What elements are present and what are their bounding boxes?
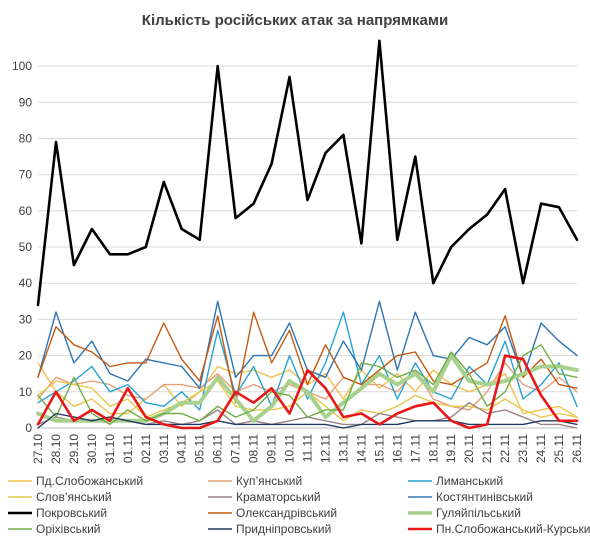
x-tick-label: 09.11	[265, 434, 279, 463]
series-line-8	[37, 311, 578, 404]
y-tick-label: 30	[19, 312, 33, 326]
x-tick-label: 17.11	[408, 434, 422, 463]
y-tick-label: 0	[25, 421, 32, 435]
x-tick-label: 05.11	[193, 434, 207, 463]
x-tick-label: 28.10	[49, 434, 63, 464]
x-tick-labels: 27.10 28.10 29.10 30.10 31.10 01.11 02.11 03.11…	[31, 434, 584, 464]
legend-label: Олександрівський	[236, 506, 337, 520]
series-layer	[36, 39, 579, 430]
series-line-10	[37, 344, 578, 426]
y-tick-labels: 0 10 20 30 40 50 60 70 80 90 100	[12, 59, 32, 435]
x-tick-label: 19.11	[444, 434, 458, 463]
x-tick-label: 15.11	[372, 434, 386, 463]
x-tick-label: 24.11	[534, 434, 548, 463]
x-tick-label: 23.11	[516, 434, 530, 463]
series-line-12	[36, 354, 579, 430]
x-tick-label: 21.11	[480, 434, 494, 463]
x-tick-label: 29.10	[67, 434, 81, 464]
y-tick-label: 60	[19, 204, 33, 218]
y-tick-label: 50	[19, 240, 33, 254]
x-tick-label: 06.11	[211, 434, 225, 463]
grid-layer	[38, 65, 577, 429]
x-tick-label: 12.11	[318, 434, 332, 463]
y-tick-label: 70	[19, 168, 33, 182]
y-tick-label: 100	[12, 59, 32, 73]
x-tick-label: 03.11	[157, 434, 171, 463]
x-tick-label: 30.10	[85, 434, 99, 464]
x-tick-label: 13.11	[336, 434, 350, 463]
legend-label: Краматорський	[236, 490, 321, 504]
legend-label: Пн.Слобожанський-Курський	[436, 522, 590, 536]
x-tick-label: 16.11	[390, 434, 404, 463]
x-tick-label: 07.11	[229, 434, 243, 463]
x-tick-label: 25.11	[552, 434, 566, 463]
legend-label: Оріхівський	[36, 522, 101, 536]
x-tick-label: 04.11	[175, 434, 189, 463]
x-tick-label: 27.10	[31, 434, 45, 464]
x-tick-label: 10.11	[283, 434, 297, 463]
y-tick-label: 20	[19, 349, 33, 363]
x-tick-label: 11.11	[301, 434, 315, 463]
y-tick-label: 40	[19, 276, 33, 290]
legend-label: Гуляйпільський	[436, 506, 521, 520]
series-line-7	[36, 39, 579, 307]
legend-label: Слов’янський	[36, 490, 112, 504]
x-tick-label: 26.11	[570, 434, 584, 463]
x-tick-label: 18.11	[426, 434, 440, 463]
legend-label: Придніпровський	[236, 522, 331, 536]
legend-label: Лиманський	[436, 474, 503, 488]
x-tick-label: 22.11	[498, 434, 512, 463]
legend: Пд.Слобожанський Куп’янський Лиманський Сло…	[8, 474, 590, 536]
legend-label: Куп’янський	[236, 474, 302, 488]
x-tick-label: 31.10	[103, 434, 117, 464]
x-tick-label: 14.11	[354, 434, 368, 463]
legend-label: Покровський	[36, 506, 107, 520]
y-tick-label: 90	[19, 95, 33, 109]
series-line-6	[37, 300, 578, 389]
legend-label: Костянтинівський	[436, 490, 533, 504]
x-tick-label: 20.11	[462, 434, 476, 463]
y-tick-label: 80	[19, 131, 33, 145]
x-tick-label: 01.11	[121, 434, 135, 463]
x-tick-label: 08.11	[247, 434, 261, 463]
chart-title: Кількість російських атак за напрямками	[141, 12, 449, 29]
legend-label: Пд.Слобожанський	[36, 474, 143, 488]
y-tick-label: 10	[19, 385, 33, 399]
x-tick-label: 02.11	[139, 434, 153, 463]
